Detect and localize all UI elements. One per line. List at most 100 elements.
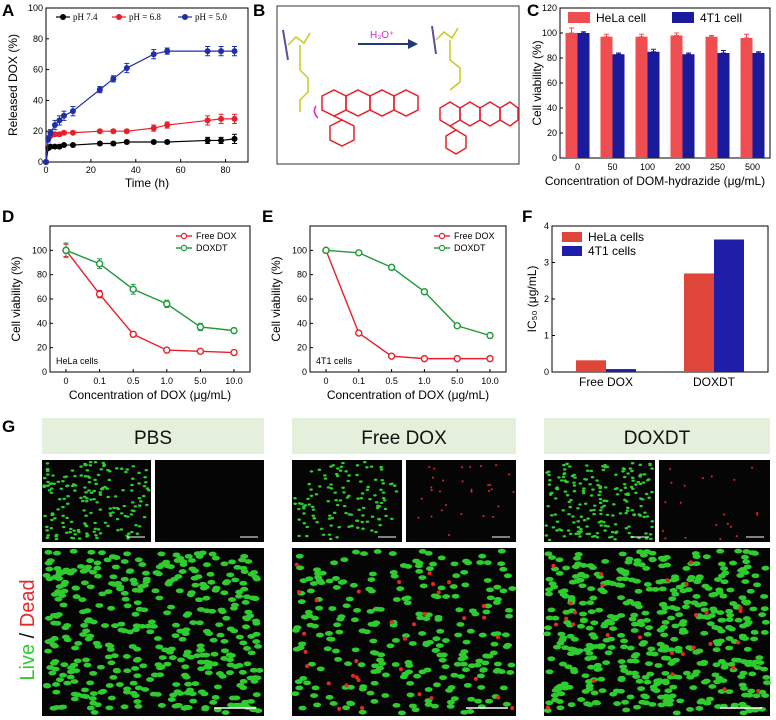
live-cell [450,561,459,567]
live-cell [221,580,230,586]
live-cell [749,550,758,556]
data-point [150,51,157,58]
live-cell [181,664,190,670]
live-cell-small [555,487,560,491]
live-cell-small [574,532,578,536]
dead-cell-small [701,477,704,480]
live-cell [545,700,554,706]
live-cell [408,703,417,709]
live-cell [72,594,81,600]
live-cell [54,596,63,602]
molecule-left [282,29,419,147]
live-cell [466,628,475,634]
live-cell-small [356,497,360,500]
live-cell [369,638,378,644]
data-point [322,246,330,255]
live-cell [643,631,652,637]
live-cell [544,551,553,557]
data-point [96,128,103,135]
live-cell [305,576,314,582]
live-cell-small [631,487,635,490]
live-cell [499,685,508,691]
live-cell-small [380,478,385,482]
live-cell [220,590,229,596]
y-tick-label: 80 [297,270,307,280]
data-point [453,354,461,363]
live-cell [96,664,105,670]
live-cell-small [626,506,630,510]
live-cell-small [370,529,374,532]
live-cell [557,631,566,637]
series-line [325,250,490,360]
live-cell [186,654,195,660]
live-cell [738,682,747,688]
live-cell [669,684,678,690]
legend-label: DOXDT [454,243,486,253]
y-tick-label: 0 [552,153,557,163]
live-cell [371,663,380,669]
data-point [453,322,461,330]
live-cell [220,656,229,661]
live-cell [239,580,248,586]
live-cell [633,558,642,563]
data-point [163,346,171,354]
live-cell [218,609,227,615]
live-cell [334,656,343,662]
live-cell [309,581,318,586]
data-point [204,48,211,55]
live-cell [741,579,750,584]
live-cell-small [650,520,655,523]
live-cell [619,664,628,670]
live-cell [418,575,427,581]
live-cell-small [52,482,56,485]
live-cell-small [613,523,618,526]
live-cell [543,625,552,631]
live-cell [59,672,68,678]
live-cell-small [618,512,623,515]
live-cell-small [361,527,365,530]
dead-cell-small [433,467,436,470]
live-cell [702,700,711,706]
dead-cell-small [756,512,759,515]
live-cell-small [605,513,610,517]
live-cell [296,565,305,571]
live-cell-small [310,505,315,509]
live-cell-small [105,487,110,490]
live-cell [167,697,176,703]
live-cell [93,560,102,566]
live-cell-small [627,531,632,535]
live-cell-small [361,506,366,510]
bar [577,33,590,158]
live-cell [725,636,734,641]
live-cell-small [122,504,127,508]
live-cell [104,589,113,595]
live-cell-small [303,504,308,507]
dead-cell-small [733,478,736,481]
y-tick-label: 40 [297,318,307,328]
live-cell-small [347,474,351,477]
live-cell [468,608,477,614]
live-cell [493,661,502,667]
live-cell [252,639,261,644]
live-cell [45,566,54,572]
live-cell-small [598,486,603,490]
live-cell [607,645,616,650]
scheme-border [276,5,520,165]
dead-cell-small [683,484,686,487]
live-cell [173,702,182,708]
live-cell [729,560,738,566]
dead-cell-small [431,476,434,479]
live-cell [117,627,126,633]
live-cell-small [579,528,583,531]
live-cell-small [297,507,301,511]
live-cell-small [610,530,615,534]
live-cell-small [625,493,629,496]
live-cell [247,634,256,639]
live-cell [734,617,743,623]
live-cell [44,549,53,555]
live-cell [564,664,573,670]
dead-cell-small [495,464,498,467]
live-cell [235,593,244,599]
y-tick-label: 80 [547,53,557,63]
live-cell-small [378,523,383,527]
